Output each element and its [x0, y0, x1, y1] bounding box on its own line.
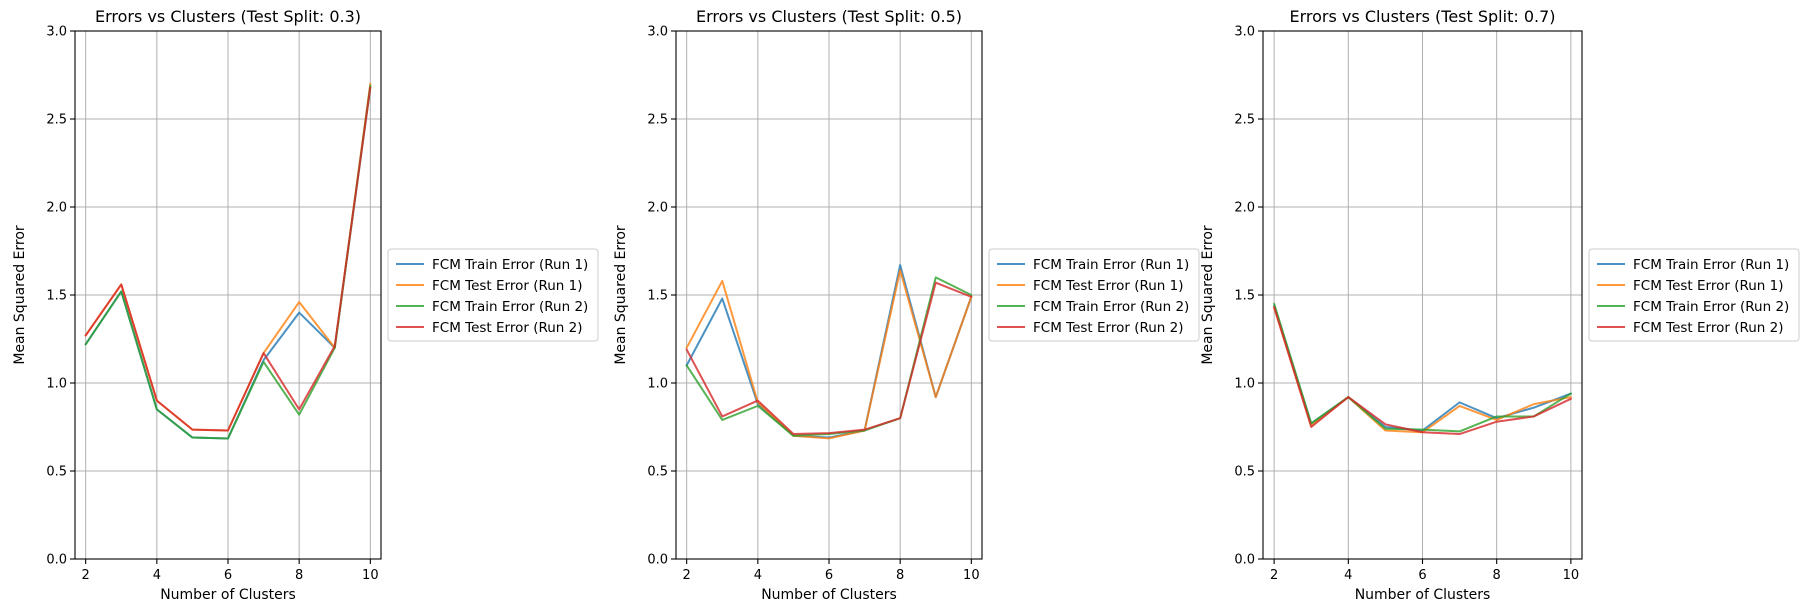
- y-tick-label: 0.0: [46, 553, 67, 568]
- x-tick-label: 6: [825, 568, 833, 583]
- y-tick-label: 3.0: [1234, 25, 1255, 40]
- series-line-4: [1273, 306, 1572, 436]
- x-tick-label: 4: [153, 568, 161, 583]
- x-tick-label: 10: [963, 568, 980, 583]
- y-tick-label: 2.5: [1234, 113, 1255, 128]
- legend: FCM Train Error (Run 1) FCM Test Error (R…: [1588, 248, 1800, 342]
- legend-frame: [1588, 248, 1800, 342]
- y-tick-label: 3.0: [647, 25, 668, 40]
- y-tick-label: 1.0: [46, 377, 67, 392]
- series-line-2: [685, 269, 973, 440]
- y-tick-label: 2.5: [647, 113, 668, 128]
- chart-panel-1: 2 4 6 8 10 0.0 0.5 1.0 1.5 2.0 2.5 3.0 Errors vs Clu…: [12, 7, 599, 603]
- x-tick-label: 8: [896, 568, 904, 583]
- y-tick-label: 0.5: [647, 465, 668, 480]
- y-tick-label: 1.0: [1234, 377, 1255, 392]
- chart-panel-2: 2 4 6 8 10 0.0 0.5 1.0 1.5 2.0 2.5 3.0 Errors vs Clu…: [613, 7, 1200, 603]
- x-tick-label: 6: [224, 568, 232, 583]
- y-tick-label: 1.5: [1234, 289, 1255, 304]
- y-tick-label: 0.5: [46, 465, 67, 480]
- legend: FCM Train Error (Run 1) FCM Test Error (R…: [988, 248, 1200, 342]
- y-tick-label: 3.0: [46, 25, 67, 40]
- y-axis-label: Mean Squared Error: [613, 225, 629, 365]
- series-line-3: [84, 84, 372, 440]
- legend-entry-3: FCM Train Error (Run 2): [1033, 299, 1189, 315]
- legend-entry-2: FCM Test Error (Run 1): [1633, 278, 1784, 294]
- chart-title: Errors vs Clusters (Test Split: 0.3): [95, 7, 361, 26]
- legend-entry-1: FCM Train Error (Run 1): [1633, 257, 1789, 273]
- y-tick-label: 0.0: [647, 553, 668, 568]
- series-line-4: [685, 281, 973, 436]
- legend-entry-1: FCM Train Error (Run 1): [1033, 257, 1189, 273]
- x-tick-label: 6: [1418, 568, 1426, 583]
- chart-title: Errors vs Clusters (Test Split: 0.5): [696, 7, 962, 26]
- x-tick-label: 2: [82, 568, 90, 583]
- legend-entry-2: FCM Test Error (Run 1): [1033, 278, 1184, 294]
- y-tick-label: 0.5: [1234, 465, 1255, 480]
- legend: FCM Train Error (Run 1) FCM Test Error (R…: [387, 248, 599, 342]
- x-tick-label: 8: [1493, 568, 1501, 583]
- y-tick-label: 1.0: [647, 377, 668, 392]
- chart-panel-3: 2 4 6 8 10 0.0 0.5 1.0 1.5 2.0 2.5 3.0 Errors vs Clu…: [1200, 7, 1800, 603]
- legend-entry-1: FCM Train Error (Run 1): [432, 257, 588, 273]
- x-axis-label: Number of Clusters: [160, 587, 296, 603]
- series-line-3: [1273, 302, 1572, 433]
- series-line-4: [84, 86, 372, 432]
- y-tick-label: 1.5: [46, 289, 67, 304]
- y-axis-label: Mean Squared Error: [12, 225, 28, 365]
- y-tick-label: 0.0: [1234, 553, 1255, 568]
- x-axis-label: Number of Clusters: [761, 587, 897, 603]
- x-tick-label: 2: [1270, 568, 1278, 583]
- legend-entry-4: FCM Test Error (Run 2): [1633, 320, 1784, 336]
- chart-title: Errors vs Clusters (Test Split: 0.7): [1290, 7, 1556, 26]
- legend-entry-3: FCM Train Error (Run 2): [1633, 299, 1789, 315]
- x-tick-label: 8: [295, 568, 303, 583]
- y-tick-label: 2.0: [46, 201, 67, 216]
- legend-frame: [387, 248, 599, 342]
- x-tick-label: 2: [683, 568, 691, 583]
- legend-entry-2: FCM Test Error (Run 1): [432, 278, 583, 294]
- x-axis-label: Number of Clusters: [1355, 587, 1491, 603]
- legend-frame: [988, 248, 1200, 342]
- legend-entry-4: FCM Test Error (Run 2): [432, 320, 583, 336]
- legend-entry-3: FCM Train Error (Run 2): [432, 299, 588, 315]
- x-tick-label: 10: [1563, 568, 1580, 583]
- y-axis-label: Mean Squared Error: [1200, 225, 1216, 365]
- y-tick-label: 1.5: [647, 289, 668, 304]
- x-tick-label: 10: [362, 568, 379, 583]
- y-tick-label: 2.0: [647, 201, 668, 216]
- legend-entry-4: FCM Test Error (Run 2): [1033, 320, 1184, 336]
- y-tick-label: 2.0: [1234, 201, 1255, 216]
- x-tick-label: 4: [754, 568, 762, 583]
- y-tick-label: 2.5: [46, 113, 67, 128]
- x-tick-label: 4: [1344, 568, 1352, 583]
